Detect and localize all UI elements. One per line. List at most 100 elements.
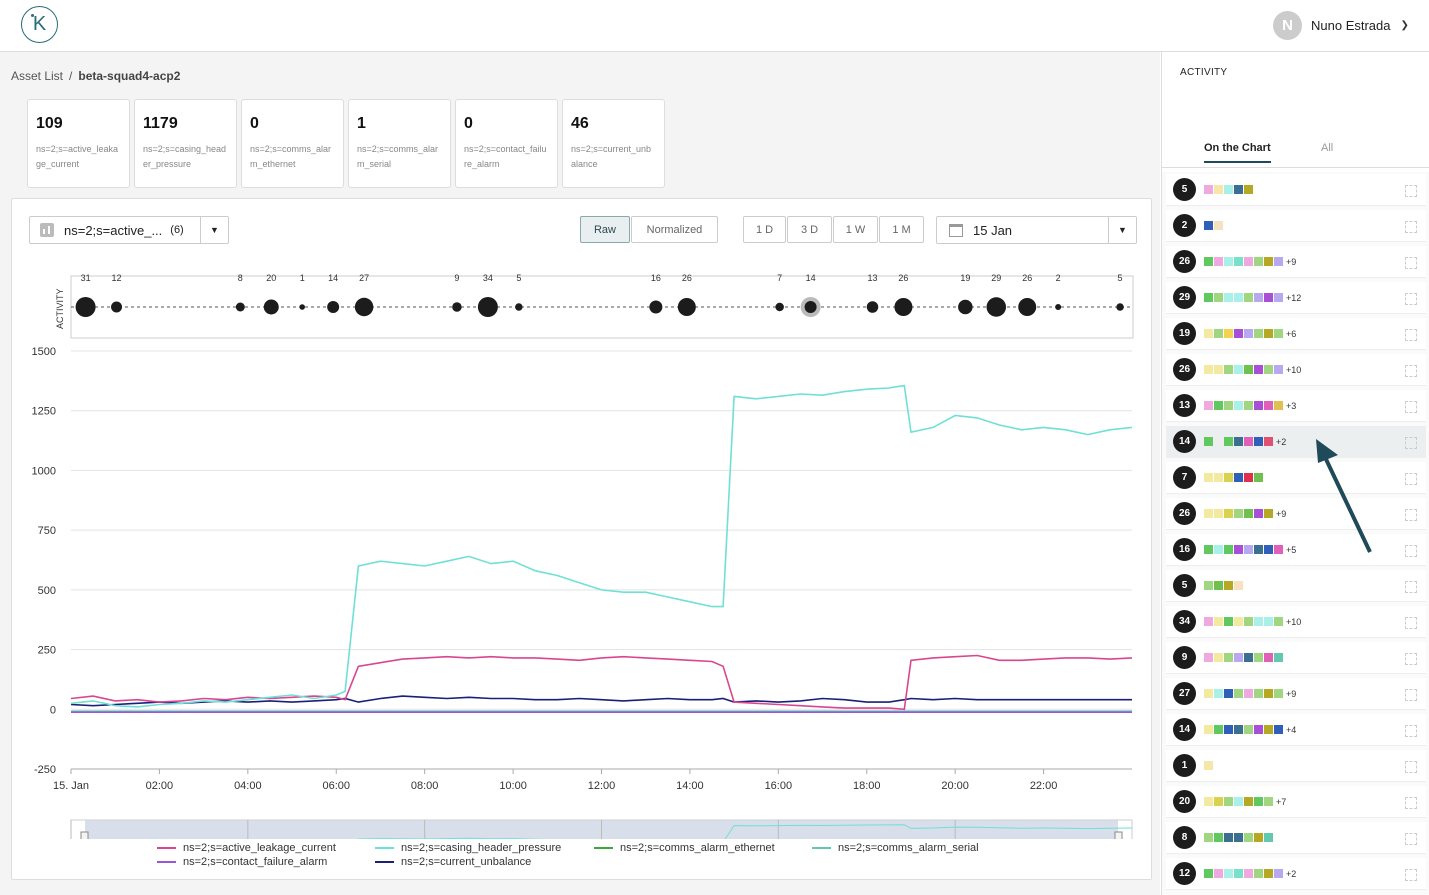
y-tick-label: -250	[34, 764, 56, 776]
expand-icon[interactable]	[1405, 185, 1417, 197]
expand-icon[interactable]	[1405, 689, 1417, 701]
expand-icon[interactable]	[1405, 545, 1417, 557]
x-tick-label: 08:00	[411, 780, 439, 792]
expand-icon[interactable]	[1405, 869, 1417, 881]
tag-swatch	[1264, 653, 1273, 662]
triangle-down-icon[interactable]: ▼	[1108, 217, 1136, 243]
activity-row[interactable]: 34 +10	[1166, 606, 1426, 638]
expand-icon[interactable]	[1405, 797, 1417, 809]
avatar: N	[1273, 10, 1302, 40]
tag-swatch	[1234, 329, 1243, 338]
kpi-card[interactable]: 46 ns=2;s=current_unbalance	[562, 99, 665, 188]
expand-icon[interactable]	[1405, 473, 1417, 485]
activity-row[interactable]: 14 +2	[1166, 426, 1426, 458]
app-logo[interactable]: K	[21, 6, 58, 43]
tag-swatch	[1224, 797, 1233, 806]
expand-icon[interactable]	[1405, 257, 1417, 269]
breadcrumb: Asset List / beta-squad4-acp2	[11, 69, 181, 83]
expand-icon[interactable]	[1405, 581, 1417, 593]
kpi-card[interactable]: 109 ns=2;s=active_leakage_current	[27, 99, 130, 188]
legend-item[interactable]: ns=2;s=contact_failure_alarm	[157, 856, 327, 868]
tag-swatch	[1214, 365, 1223, 374]
kpi-card[interactable]: 0 ns=2;s=comms_alarm_ethernet	[241, 99, 344, 188]
tag-swatch	[1204, 797, 1213, 806]
activity-dot	[1055, 304, 1062, 310]
tag-swatch	[1234, 401, 1243, 410]
expand-icon[interactable]	[1405, 833, 1417, 845]
activity-row[interactable]: 5	[1166, 174, 1426, 206]
kpi-card[interactable]: 1 ns=2;s=comms_alarm_serial	[348, 99, 451, 188]
activity-count-label: 26	[898, 273, 908, 283]
activity-row[interactable]: 2	[1166, 210, 1426, 242]
activity-row[interactable]: 13 +3	[1166, 390, 1426, 422]
user-menu[interactable]: N Nuno Estrada ❯	[1273, 10, 1409, 40]
date-picker[interactable]: 15 Jan ▼	[936, 216, 1137, 244]
tag-swatch	[1214, 293, 1223, 302]
range-3d-button[interactable]: 3 D	[787, 216, 832, 243]
activity-row[interactable]: 19 +6	[1166, 318, 1426, 350]
expand-icon[interactable]	[1405, 509, 1417, 521]
activity-dot	[1018, 298, 1037, 316]
activity-row[interactable]: 5	[1166, 570, 1426, 602]
activity-row[interactable]: 26 +9	[1166, 498, 1426, 530]
legend-item[interactable]: ns=2;s=casing_header_pressure	[375, 842, 561, 854]
tag-swatch	[1204, 221, 1213, 230]
raw-button[interactable]: Raw	[580, 216, 630, 243]
expand-icon[interactable]	[1405, 437, 1417, 449]
legend-item[interactable]: ns=2;s=current_unbalance	[375, 856, 531, 868]
activity-row[interactable]: 29 +12	[1166, 282, 1426, 314]
activity-row[interactable]: 20 +7	[1166, 786, 1426, 818]
activity-row[interactable]: 8	[1166, 822, 1426, 854]
activity-row[interactable]: 14 +4	[1166, 714, 1426, 746]
tab-on-the-chart[interactable]: On the Chart	[1204, 142, 1271, 163]
activity-row[interactable]: 1	[1166, 750, 1426, 782]
expand-icon[interactable]	[1405, 365, 1417, 377]
tag-swatch	[1204, 509, 1213, 518]
activity-count-badge: 16	[1173, 538, 1196, 561]
kpi-card[interactable]: 0 ns=2;s=contact_failure_alarm	[455, 99, 558, 188]
kpi-card[interactable]: 1179 ns=2;s=casing_header_pressure	[134, 99, 237, 188]
legend-item[interactable]: ns=2;s=comms_alarm_serial	[812, 842, 979, 854]
range-1m-button[interactable]: 1 M	[879, 216, 924, 243]
activity-row[interactable]: 9	[1166, 642, 1426, 674]
activity-row[interactable]: 27 +9	[1166, 678, 1426, 710]
activity-row[interactable]: 12 +2	[1166, 858, 1426, 890]
triangle-down-icon[interactable]: ▼	[200, 217, 228, 243]
tag-swatch	[1214, 797, 1223, 806]
breadcrumb-root[interactable]: Asset List	[11, 69, 64, 83]
tag-swatch	[1224, 869, 1233, 878]
tag-swatch	[1234, 833, 1243, 842]
expand-icon[interactable]	[1405, 401, 1417, 413]
expand-icon[interactable]	[1405, 617, 1417, 629]
activity-count-label: 34	[483, 273, 493, 283]
activity-row[interactable]: 26 +10	[1166, 354, 1426, 386]
tab-all[interactable]: All	[1321, 142, 1334, 154]
normalized-button[interactable]: Normalized	[631, 216, 718, 243]
activity-dot	[866, 301, 879, 313]
activity-row[interactable]: 7	[1166, 462, 1426, 494]
activity-count-badge: 19	[1173, 322, 1196, 345]
tag-swatch	[1214, 869, 1223, 878]
y-tick-label: 1250	[32, 406, 56, 418]
tag-swatch	[1254, 725, 1263, 734]
activity-row[interactable]: 16 +5	[1166, 534, 1426, 566]
range-1d-button[interactable]: 1 D	[743, 216, 786, 243]
legend-item[interactable]: ns=2;s=comms_alarm_ethernet	[594, 842, 775, 854]
range-1w-button[interactable]: 1 W	[833, 216, 878, 243]
expand-icon[interactable]	[1405, 725, 1417, 737]
sidebar-title: ACTIVITY	[1180, 67, 1228, 78]
activity-row[interactable]: 26 +9	[1166, 246, 1426, 278]
legend-item[interactable]: ns=2;s=active_leakage_current	[157, 842, 336, 854]
tag-swatch	[1274, 257, 1283, 266]
expand-icon[interactable]	[1405, 293, 1417, 305]
expand-icon[interactable]	[1405, 329, 1417, 341]
expand-icon[interactable]	[1405, 653, 1417, 665]
expand-icon[interactable]	[1405, 221, 1417, 233]
expand-icon[interactable]	[1405, 761, 1417, 773]
navigator-line	[357, 824, 1133, 839]
tag-swatch	[1204, 761, 1213, 770]
tag-swatch	[1264, 869, 1273, 878]
tag-swatch	[1234, 617, 1243, 626]
series-select[interactable]: ns=2;s=active_... (6) ▼	[29, 216, 229, 244]
